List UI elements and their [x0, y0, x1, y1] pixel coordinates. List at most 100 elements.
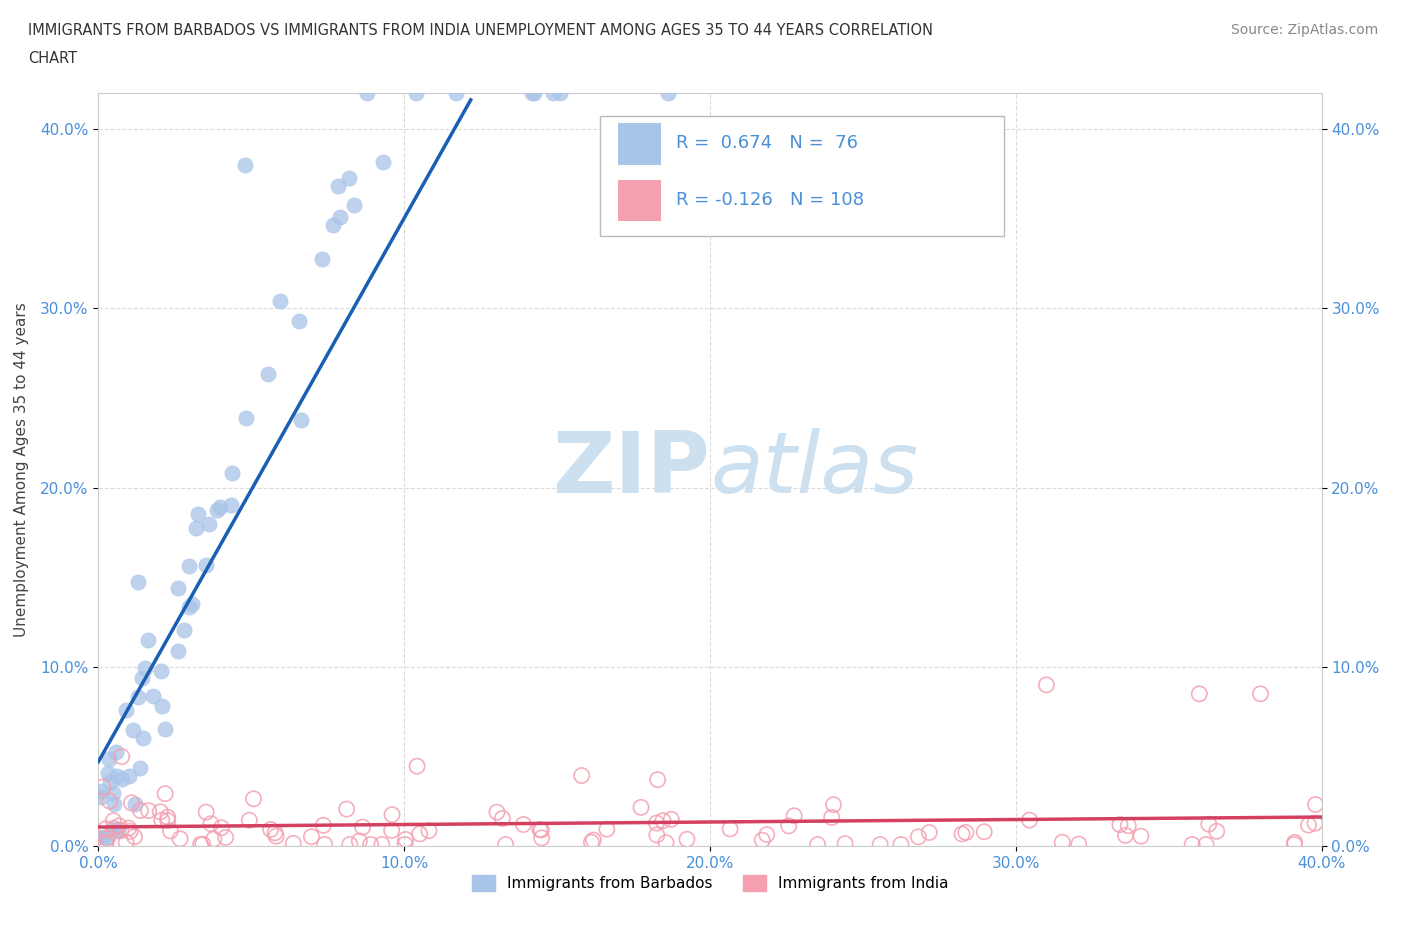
Point [150, 813, 173, 828]
Point [132, 730, 155, 745]
Point [290, 413, 312, 428]
FancyBboxPatch shape [600, 115, 1004, 236]
Point [195, 804, 218, 819]
Point [336, 802, 359, 817]
Point [657, 86, 679, 100]
Point [520, 86, 543, 100]
Point [823, 797, 845, 812]
Point [541, 86, 564, 100]
FancyBboxPatch shape [619, 123, 661, 165]
Point [329, 209, 352, 224]
Point [103, 813, 125, 828]
Point [159, 823, 181, 838]
FancyBboxPatch shape [619, 179, 661, 221]
Text: IMMIGRANTS FROM BARBADOS VS IMMIGRANTS FROM INDIA UNEMPLOYMENT AMONG AGES 35 TO : IMMIGRANTS FROM BARBADOS VS IMMIGRANTS F… [28, 23, 934, 38]
Point [89, 830, 111, 844]
Point [238, 813, 260, 828]
Point [596, 822, 619, 837]
Point [219, 498, 242, 512]
Point [90, 790, 112, 804]
Point [807, 837, 830, 852]
Point [181, 596, 204, 611]
Point [371, 837, 394, 852]
Point [1195, 837, 1218, 852]
Point [103, 797, 125, 812]
Point [406, 759, 429, 774]
Point [955, 825, 977, 840]
Point [349, 833, 371, 848]
Point [395, 832, 418, 847]
Point [550, 86, 572, 100]
Point [122, 723, 145, 737]
Point [90, 783, 112, 798]
Point [907, 830, 929, 844]
Point [1305, 797, 1327, 812]
Point [110, 823, 132, 838]
Point [655, 835, 678, 850]
Point [1181, 837, 1204, 852]
Point [173, 622, 195, 637]
Point [582, 832, 605, 847]
Point [211, 820, 233, 835]
Point [242, 791, 264, 806]
Point [647, 772, 669, 787]
Point [107, 824, 129, 839]
Point [214, 830, 236, 844]
Point [495, 837, 517, 852]
Point [337, 170, 360, 185]
Point [97, 830, 120, 844]
Point [111, 750, 134, 764]
Point [149, 804, 172, 819]
Point [191, 837, 214, 852]
Point [1035, 677, 1057, 692]
Point [115, 835, 138, 850]
Point [121, 795, 143, 810]
Point [778, 818, 800, 833]
Point [105, 769, 128, 784]
Point [129, 804, 152, 818]
Point [529, 822, 551, 837]
Point [166, 580, 188, 595]
Point [129, 761, 152, 776]
Point [98, 752, 121, 767]
Point [1114, 828, 1136, 843]
Point [381, 807, 404, 822]
Point [98, 793, 121, 808]
Point [153, 786, 176, 801]
Point [651, 813, 673, 828]
Point [360, 837, 382, 852]
Point [409, 827, 432, 842]
Text: CHART: CHART [28, 51, 77, 66]
Point [950, 827, 973, 842]
Point [659, 812, 682, 827]
Point [156, 810, 179, 825]
Point [205, 502, 228, 517]
Point [343, 198, 366, 213]
Point [314, 837, 336, 852]
Point [1109, 817, 1132, 832]
Y-axis label: Unemployment Among Ages 35 to 44 years: Unemployment Among Ages 35 to 44 years [14, 302, 30, 637]
Point [233, 157, 256, 172]
Point [264, 825, 287, 840]
Point [1116, 818, 1139, 833]
Point [571, 768, 593, 783]
Text: atlas: atlas [710, 428, 918, 512]
Point [918, 825, 941, 840]
Point [198, 516, 221, 531]
Point [94, 821, 117, 836]
Point [312, 817, 335, 832]
Point [184, 520, 207, 535]
Point [1284, 837, 1306, 852]
Point [124, 797, 146, 812]
Point [1198, 817, 1220, 831]
Point [94, 837, 117, 852]
Text: R = -0.126   N = 108: R = -0.126 N = 108 [676, 191, 863, 209]
Point [485, 804, 508, 819]
Text: R =  0.674   N =  76: R = 0.674 N = 76 [676, 135, 858, 153]
Point [96, 830, 118, 845]
Point [221, 466, 243, 481]
Point [356, 86, 378, 100]
Point [127, 690, 149, 705]
Point [117, 769, 139, 784]
Point [821, 810, 844, 825]
